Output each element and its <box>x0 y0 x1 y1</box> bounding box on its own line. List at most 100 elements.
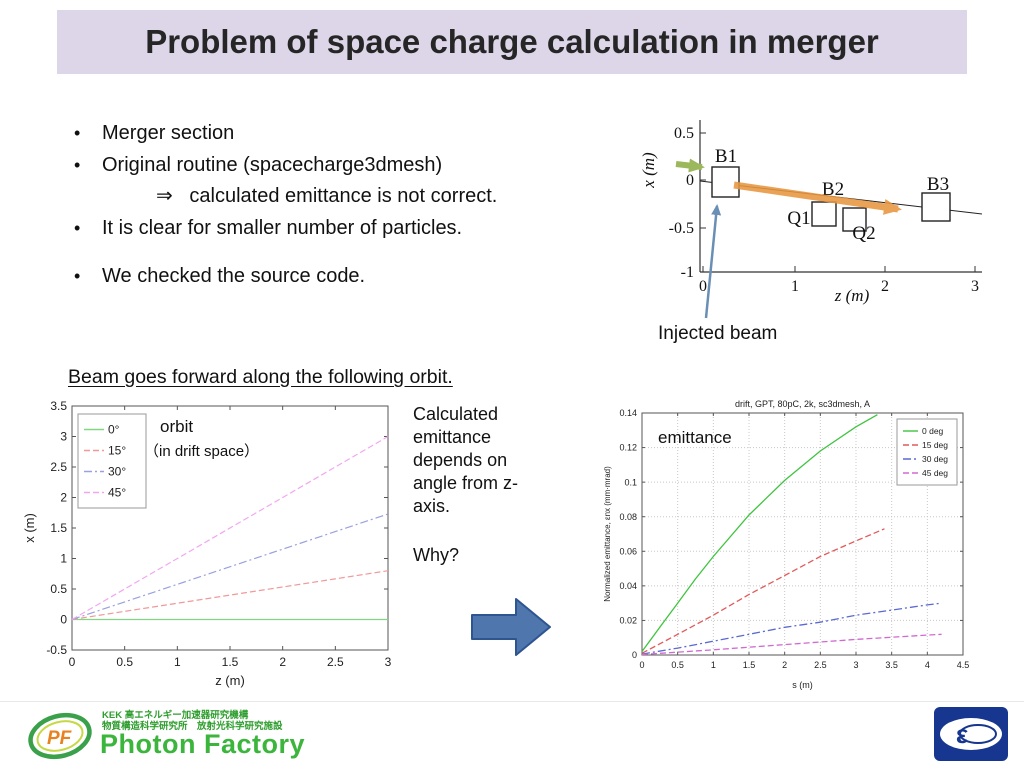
kek-org-line2: 物質構造科学研究所 放射光科学研究施設 <box>102 721 283 733</box>
bullet-item <box>60 244 625 261</box>
y-tick-label: 0 <box>632 650 637 660</box>
diagram-y-label: x (m) <box>639 152 658 189</box>
bullet-item: Merger section <box>60 118 625 150</box>
y-tick-label: 0 <box>60 613 67 627</box>
merger-diagram: 0.5 0 -0.5 -1 0 1 2 3 x (m) z (m) B1 B2 … <box>639 120 983 344</box>
photon-factory-wordmark: Photon Factory <box>100 729 306 759</box>
y-tick-label: 0.5 <box>50 582 67 596</box>
axis-ticks: 0 0.5 1 1.5 2 2.5 3 3.5 4 4.5 0 0.02 0.04 0.06 0.08 0.1… <box>619 408 969 670</box>
series-line-15 <box>71 570 389 621</box>
x-tick-label: 2.5 <box>327 655 344 669</box>
kek-org-line1: KEK 高エネルギー加速器研究機構 <box>102 710 249 721</box>
note-text: Calculated emittance depends on angle fr… <box>413 404 519 517</box>
x-tick-label: 4 <box>925 660 930 670</box>
pf-logo-inner-ring <box>36 720 84 752</box>
diagram-xtick: 0 <box>699 278 707 295</box>
bullet-list: Merger sectionOriginal routine (spacecha… <box>60 118 625 293</box>
y-tick-label: 0.14 <box>619 408 637 418</box>
merged-beam-arrow <box>733 181 902 215</box>
x-tick-label: 1.5 <box>222 655 239 669</box>
chart-title: drift, GPT, 80pC, 2k, sc3dmesh, A <box>735 399 870 409</box>
y-tick-label: 0.04 <box>619 581 637 591</box>
x-tick-label: 3.5 <box>885 660 898 670</box>
diagram-ytick: -0.5 <box>669 220 694 237</box>
bullet-item: We checked the source code. <box>60 261 625 293</box>
incoming-beam-arrow <box>675 158 705 173</box>
emittance-chart: 0 0.5 1 1.5 2 2.5 3 3.5 4 4.5 0 0.02 0.04 0.06 0.08 0.1… <box>603 399 969 690</box>
x-tick-label: 2 <box>782 660 787 670</box>
x-tick-label: 1 <box>174 655 181 669</box>
bullet-item: ⇒ calculated emittance is not correct. <box>156 185 498 208</box>
imss-logo-oval <box>940 718 1002 750</box>
label-b3: B3 <box>927 174 949 195</box>
legend-label: 15° <box>108 444 126 458</box>
note-question: Why? <box>413 545 460 566</box>
slide-title: Problem of space charge calculation in m… <box>145 23 879 60</box>
pf-logo-ring <box>28 712 92 760</box>
bullet-item: It is clear for smaller number of partic… <box>60 213 625 245</box>
diagram-ytick: 0.5 <box>674 125 694 142</box>
title-banner: Problem of space charge calculation in m… <box>57 10 967 74</box>
y-tick-label: 1.5 <box>50 521 67 535</box>
y-tick-label: 3.5 <box>50 399 67 413</box>
kek-org-text: KEK 高エネルギー加速器研究機構 物質構造科学研究所 放射光科学研究施設 <box>102 710 283 733</box>
diagram-xtick: 3 <box>971 278 979 295</box>
pf-monogram: PF <box>47 728 73 749</box>
y-tick-label: 2 <box>60 491 67 505</box>
x-tick-label: 0.5 <box>671 660 684 670</box>
x-tick-label: 2 <box>279 655 286 669</box>
legend-label: 0 deg <box>922 426 944 436</box>
series-line-15deg <box>641 528 885 654</box>
diagram-xtick: 2 <box>881 278 889 295</box>
y-tick-label: 2.5 <box>50 460 67 474</box>
x-tick-label: 0 <box>639 660 644 670</box>
legend: 0° 15° 30° 45° <box>77 413 147 509</box>
y-tick-label: 0.06 <box>619 546 637 556</box>
x-tick-label: 1 <box>711 660 716 670</box>
bullet-item: Original routine (spacecharge3dmesh) <box>60 150 625 182</box>
series-line-45deg <box>641 633 942 656</box>
note-block: Calculated emittance depends on angle fr… <box>413 403 533 567</box>
series-line-0deg <box>641 414 878 652</box>
series-line-30deg <box>641 602 942 655</box>
chart-annotation: orbit <box>160 417 193 436</box>
legend-label: 45° <box>108 486 126 500</box>
magnet-q2-box <box>842 207 867 232</box>
magnet-q1-box <box>811 201 837 227</box>
diagram-ytick: 0 <box>686 172 694 189</box>
kek-imss-logo: ε <box>934 707 1008 761</box>
x-tick-label: 0.5 <box>116 655 133 669</box>
injected-beam-arrow <box>704 204 722 319</box>
footer-divider <box>0 701 1024 702</box>
y-tick-label: 0.1 <box>624 477 637 487</box>
magnet-b3-box <box>921 192 951 222</box>
legend-label: 0° <box>108 423 120 437</box>
x-tick-label: 3 <box>385 655 392 669</box>
epsilon-glyph: ε <box>956 719 968 749</box>
y-tick-label: 3 <box>60 430 67 444</box>
diagram-ytick: -1 <box>681 264 694 281</box>
orbit-heading: Beam goes forward along the following or… <box>68 366 453 388</box>
injected-beam-label: Injected beam <box>658 323 777 344</box>
legend: 0 deg 15 deg 30 deg 45 deg <box>896 418 958 486</box>
x-tick-label: 2.5 <box>814 660 827 670</box>
y-axis-label: Normalized emittance, εnx (mm·mrad) <box>603 466 612 602</box>
x-tick-label: 4.5 <box>957 660 970 670</box>
chart-annotation: emittance <box>658 428 732 447</box>
label-q1: Q1 <box>787 208 810 229</box>
x-tick-label: 1.5 <box>743 660 756 670</box>
series-line-45 <box>71 435 389 621</box>
orbit-chart: 0 0.5 1 1.5 2 2.5 3-0.500.511.522.533.5z (m)x … <box>22 399 392 688</box>
right-arrow-shape <box>471 598 551 656</box>
pf-logo: PF <box>28 712 92 760</box>
chart-annotation: （in drift space） <box>144 443 259 460</box>
axis-ticks: 0 0.5 1 1.5 2 2.5 3-0.500.511.522.533.5 <box>46 399 391 669</box>
y-tick-label: 0.12 <box>619 443 637 453</box>
y-tick-label: 0.08 <box>619 512 637 522</box>
y-tick-label: -0.5 <box>46 643 67 657</box>
y-axis-label: x (m) <box>22 513 37 543</box>
label-q2: Q2 <box>852 223 875 244</box>
x-tick-label: 0 <box>69 655 76 669</box>
flow-arrow-icon <box>471 598 551 656</box>
diagram-ticks <box>700 132 976 272</box>
